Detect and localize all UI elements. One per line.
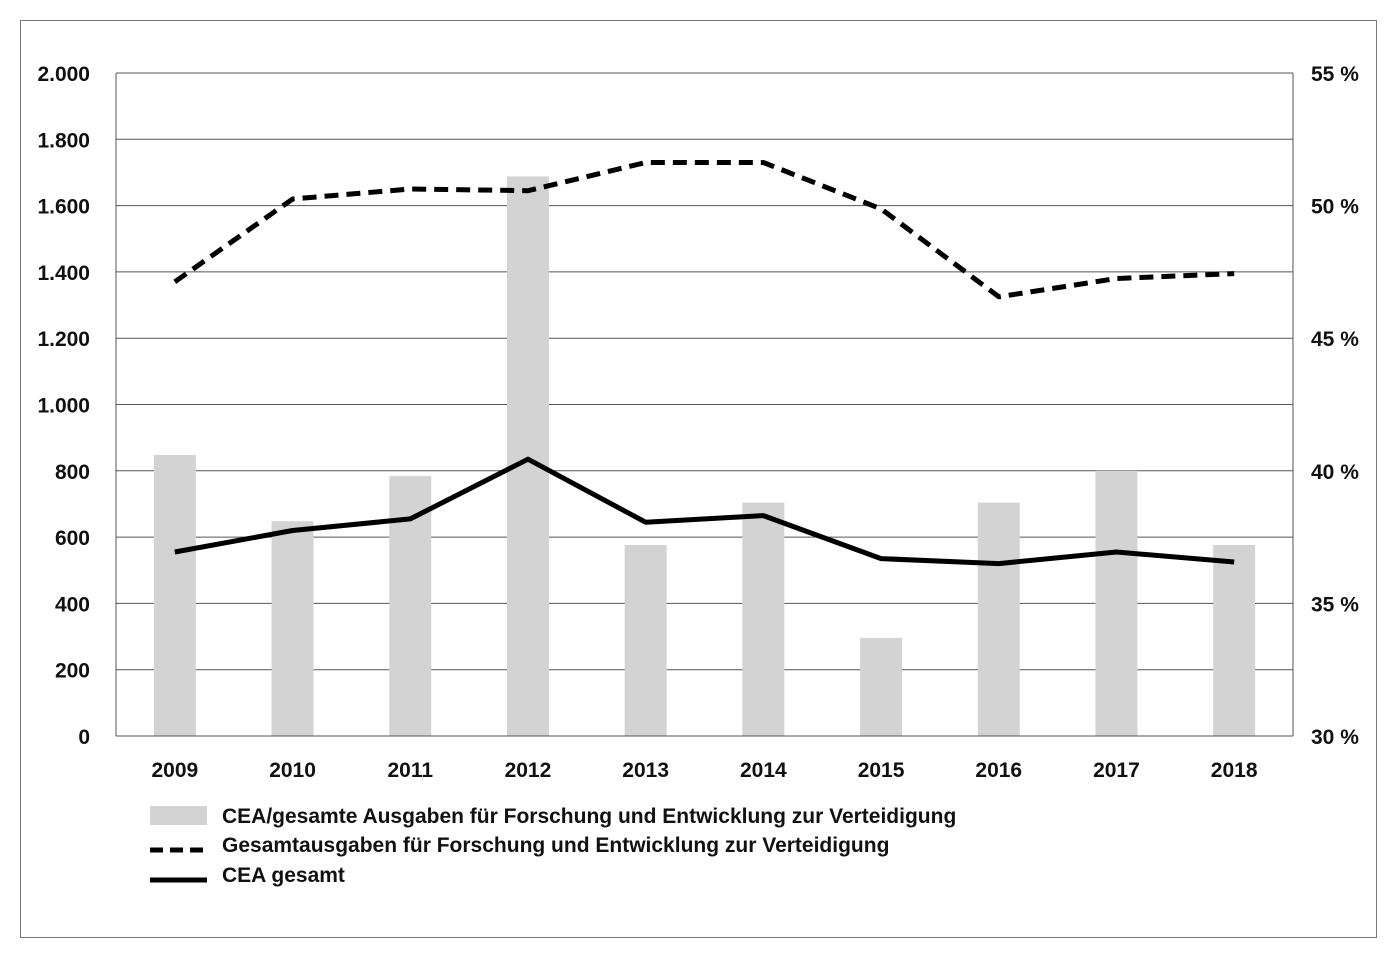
y-tick-label: 1.200 bbox=[37, 328, 90, 351]
legend-label-solid: CEA gesamt bbox=[222, 864, 345, 887]
x-tick-label: 2014 bbox=[740, 759, 787, 782]
x-tick-label: 2009 bbox=[151, 759, 198, 782]
bar bbox=[153, 454, 196, 736]
legend-label-bar: CEA/gesamte Ausgaben für Forschung und E… bbox=[222, 805, 956, 828]
y-tick-label: 0 bbox=[78, 726, 90, 749]
y-tick-label: 400 bbox=[55, 593, 90, 616]
y2-tick-label: 30 % bbox=[1311, 726, 1359, 749]
x-tick-label: 2012 bbox=[505, 759, 552, 782]
caption-fragment bbox=[20, 944, 920, 967]
axes bbox=[115, 73, 1294, 737]
left-axis-ticks: 0 200 400 600 800 1.000 1.200 1.400 1.600 1.800 2.… bbox=[37, 63, 90, 749]
bar bbox=[389, 476, 432, 736]
bar bbox=[271, 521, 314, 736]
dashed-series-line bbox=[173, 160, 1235, 300]
x-tick-label: 2016 bbox=[975, 759, 1022, 782]
line-series bbox=[173, 160, 1235, 567]
bar bbox=[1213, 545, 1256, 736]
legend-label-dashed: Gesamtausgaben für Forschung und Entwick… bbox=[222, 834, 889, 857]
y2-tick-label: 50 % bbox=[1311, 196, 1359, 219]
x-tick-label: 2013 bbox=[622, 759, 669, 782]
bar bbox=[977, 502, 1020, 736]
x-tick-label: 2017 bbox=[1093, 759, 1140, 782]
y-tick-label: 2.000 bbox=[37, 63, 90, 86]
x-tick-label: 2018 bbox=[1211, 759, 1258, 782]
x-tick-label: 2010 bbox=[269, 759, 316, 782]
bar bbox=[742, 502, 785, 736]
y2-tick-label: 45 % bbox=[1311, 328, 1359, 351]
chart-frame bbox=[20, 20, 1377, 938]
y2-tick-label: 35 % bbox=[1311, 593, 1359, 616]
legend: CEA/gesamte Ausgaben für Forschung und E… bbox=[150, 805, 956, 887]
y-tick-label: 1.800 bbox=[37, 129, 90, 152]
y-tick-label: 200 bbox=[55, 660, 90, 683]
bar bbox=[624, 545, 667, 736]
y-tick-label: 800 bbox=[55, 461, 90, 484]
y2-tick-label: 40 % bbox=[1311, 461, 1359, 484]
solid-series-line bbox=[174, 456, 1235, 567]
y-tick-label: 600 bbox=[55, 527, 90, 550]
bar bbox=[506, 176, 549, 737]
y-tick-label: 1.400 bbox=[37, 262, 90, 285]
bar bbox=[1095, 470, 1138, 736]
y2-tick-label: 55 % bbox=[1311, 63, 1359, 86]
right-axis-ticks: 30 % 35 % 40 % 45 % 50 % 55 % bbox=[1311, 63, 1359, 749]
x-tick-label: 2015 bbox=[858, 759, 905, 782]
y-tick-label: 1.600 bbox=[37, 196, 90, 219]
bar-series bbox=[153, 176, 1256, 737]
x-axis-ticks: 2009 2010 2011 2012 2013 2014 2015 2016 2017 2018 bbox=[151, 759, 1257, 782]
cropped-caption bbox=[20, 944, 1020, 967]
x-tick-label: 2011 bbox=[387, 759, 433, 782]
bar bbox=[860, 637, 903, 736]
legend-swatch-bar bbox=[150, 806, 207, 825]
y-tick-label: 1.000 bbox=[37, 395, 90, 418]
